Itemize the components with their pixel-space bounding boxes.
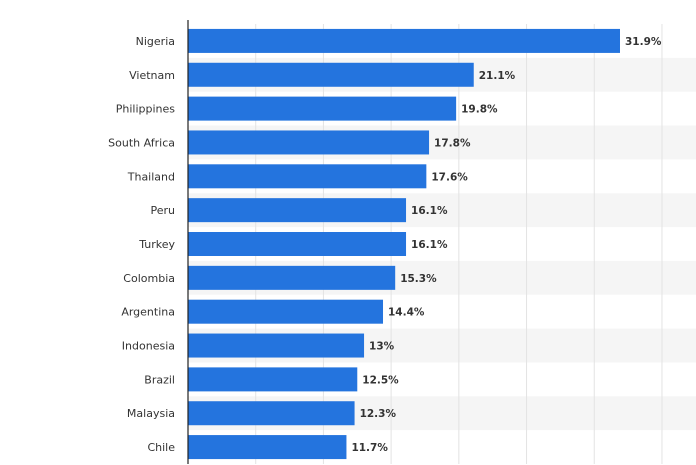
category-labels: Nigeria Vietnam Philippines South Africa Tha… <box>108 35 175 454</box>
value-label: 17.8% <box>434 137 471 149</box>
category-label: Colombia <box>123 272 175 285</box>
bar <box>188 28 620 53</box>
category-label: Philippines <box>116 103 176 116</box>
value-label: 16.1% <box>411 205 448 217</box>
value-label: 14.4% <box>388 307 425 319</box>
category-label: Turkey <box>138 238 175 251</box>
bar <box>188 130 430 155</box>
category-label: South Africa <box>108 136 175 149</box>
value-label: 21.1% <box>479 70 516 82</box>
value-label: 13% <box>369 341 395 353</box>
category-label: Vietnam <box>129 69 175 82</box>
bar <box>188 265 396 290</box>
category-label: Chile <box>147 441 175 454</box>
value-label: 31.9% <box>625 36 662 48</box>
category-label: Thailand <box>127 170 175 183</box>
value-label: 17.6% <box>431 171 468 183</box>
category-label: Indonesia <box>122 340 175 353</box>
bar <box>188 367 358 392</box>
bar <box>188 232 407 256</box>
bar <box>188 299 384 324</box>
category-label: Nigeria <box>136 35 175 48</box>
bar <box>188 198 407 223</box>
bar <box>188 62 474 87</box>
category-label: Malaysia <box>127 407 175 420</box>
bar <box>188 96 457 121</box>
bars <box>188 28 620 460</box>
value-label: 11.7% <box>351 442 388 454</box>
value-label: 15.3% <box>400 273 437 285</box>
category-label: Argentina <box>121 306 175 319</box>
value-labels: 31.9% 21.1% 19.8% 17.8% 17.6% 16.1% 16.1% 15.3%… <box>351 36 661 454</box>
value-label: 12.5% <box>362 374 399 386</box>
category-label: Brazil <box>144 373 175 386</box>
bar <box>188 164 427 189</box>
value-label: 12.3% <box>360 408 397 420</box>
bar <box>188 333 365 358</box>
bar <box>188 435 347 460</box>
bar <box>188 401 355 426</box>
value-label: 19.8% <box>461 104 498 116</box>
category-label: Peru <box>150 204 175 217</box>
value-label: 16.1% <box>411 239 448 251</box>
